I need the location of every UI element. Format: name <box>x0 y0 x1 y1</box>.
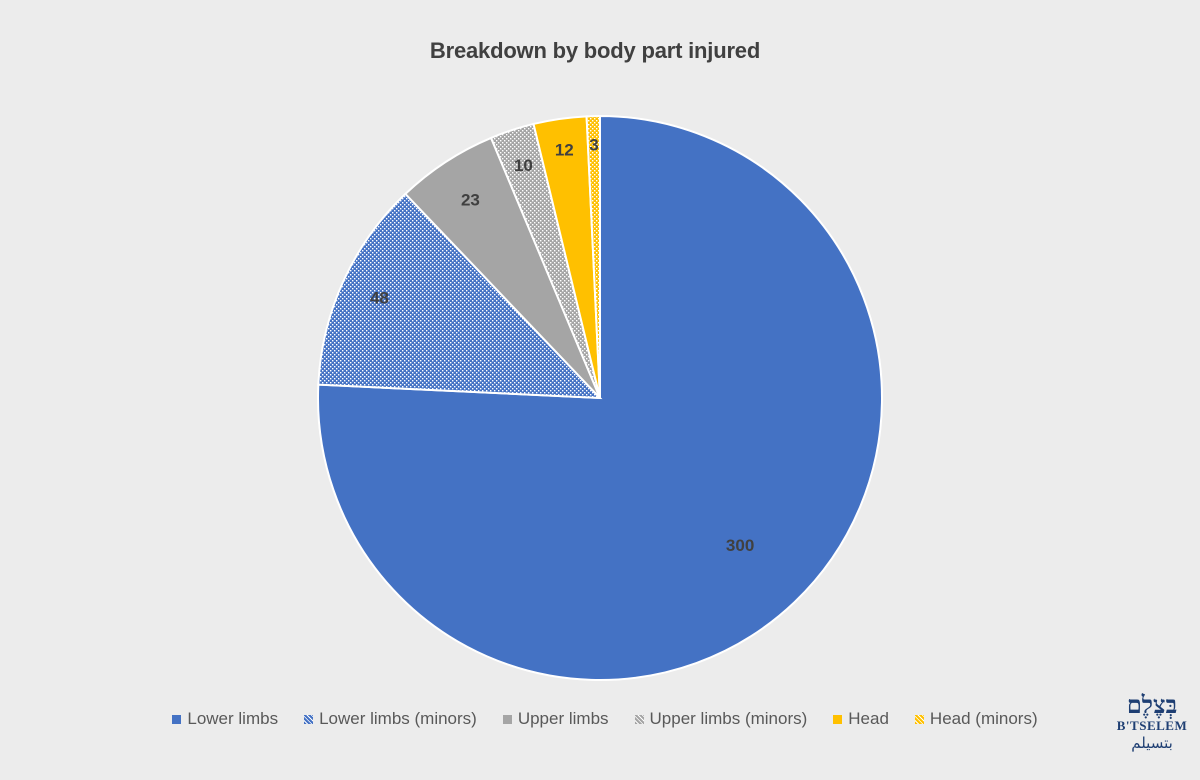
btselem-logo: בְּצֶלֶם B'TSELEM بتسيلم <box>1116 692 1188 772</box>
legend-item: Head <box>833 709 889 729</box>
legend-item: Upper limbs (minors) <box>634 709 808 729</box>
legend-swatch <box>304 714 314 724</box>
data-label: 12 <box>555 141 574 160</box>
legend-label: Upper limbs (minors) <box>649 709 808 728</box>
legend-item: Lower limbs (minors) <box>304 709 477 729</box>
legend-label: Upper limbs <box>517 709 609 728</box>
data-label: 48 <box>370 288 389 307</box>
legend-item: Head (minors) <box>914 709 1038 729</box>
legend-swatch <box>634 714 644 724</box>
legend-label: Lower limbs (minors) <box>319 709 477 728</box>
legend-swatch <box>914 714 924 724</box>
legend-swatch <box>172 714 182 724</box>
data-label: 300 <box>726 536 754 555</box>
legend-label: Head <box>848 709 889 728</box>
logo-arabic: بتسيلم <box>1131 734 1173 752</box>
legend-label: Head (minors) <box>929 709 1038 728</box>
data-label: 23 <box>461 191 480 210</box>
chart-title: Breakdown by body part injured <box>429 38 761 63</box>
logo-latin: B'TSELEM <box>1116 718 1188 733</box>
pie-slice-lower-limbs <box>317 114 883 681</box>
legend-label: Lower limbs <box>187 709 279 728</box>
legend: Lower limbs Lower limbs (minors) Upper lim… <box>0 709 1200 729</box>
data-label: 10 <box>514 156 533 175</box>
legend-swatch <box>833 714 843 724</box>
pie-slice-head-minors <box>585 114 601 399</box>
legend-item: Upper limbs <box>502 709 609 729</box>
pie-slice-lower-limbs-minors <box>317 192 603 400</box>
data-label: 3 <box>589 135 598 154</box>
legend-item: Lower limbs <box>172 709 278 729</box>
logo-hebrew: בְּצֶלֶם <box>1126 690 1178 719</box>
legend-swatch <box>502 714 512 724</box>
